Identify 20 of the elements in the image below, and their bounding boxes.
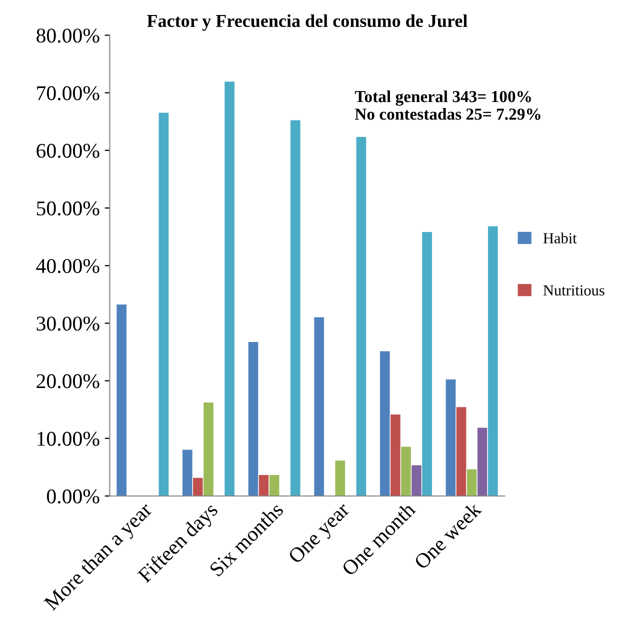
y-tick-label: 80.00%	[36, 28, 100, 43]
y-tick-label: 30.00%	[36, 316, 100, 331]
chart-title: Factor y Frecuencia del consumo de Jurel	[147, 14, 468, 31]
bar	[356, 136, 367, 496]
bar	[116, 304, 128, 496]
legend-label: Habit	[543, 232, 577, 244]
bar	[313, 316, 325, 496]
y-tick-label: 50.00%	[36, 201, 100, 216]
y-tick-label: 0.00%	[46, 489, 100, 504]
y-tick-label: 40.00%	[36, 258, 100, 274]
bar	[290, 120, 301, 496]
y-tick-label: 10.00%	[38, 432, 100, 446]
annotation: Total general 343= 100% No contestadas 25= 7.29%	[354, 90, 540, 120]
bar	[334, 460, 346, 496]
y-tick-label: 70.00%	[37, 86, 100, 100]
bar	[158, 112, 170, 496]
y-tick-label: 20.00%	[36, 374, 100, 388]
y-tick-label: 60.00%	[36, 144, 100, 158]
bar	[224, 80, 236, 496]
legend-label: Nutritious	[543, 285, 604, 296]
